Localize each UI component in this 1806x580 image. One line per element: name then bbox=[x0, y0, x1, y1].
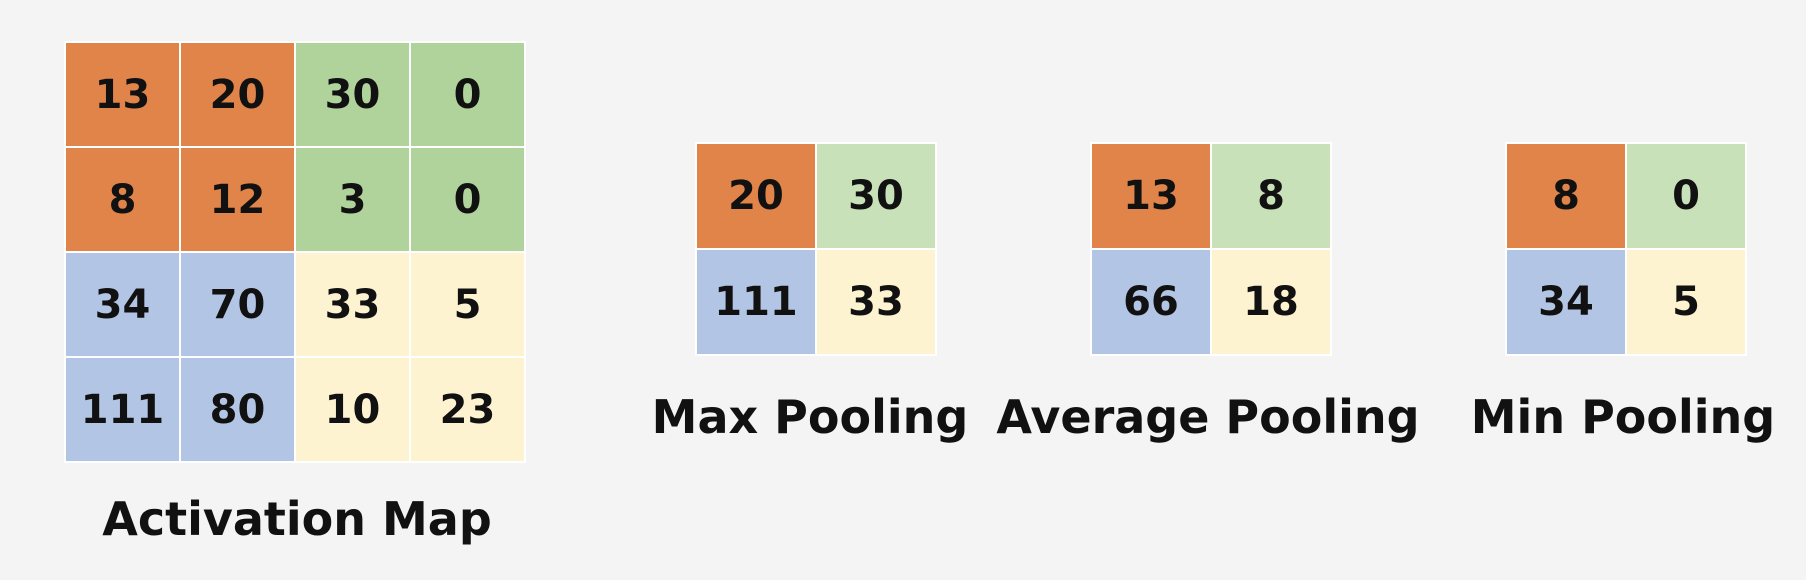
max-pooling-grid: 20 30 111 33 bbox=[695, 142, 937, 356]
activation-map-caption: Activation Map bbox=[102, 492, 492, 546]
grid-cell: 12 bbox=[181, 148, 294, 251]
grid-cell: 5 bbox=[1627, 250, 1745, 354]
grid-cell: 20 bbox=[697, 144, 815, 248]
grid-cell: 23 bbox=[411, 358, 524, 461]
grid-cell: 34 bbox=[66, 253, 179, 356]
grid-cell: 8 bbox=[1212, 144, 1330, 248]
grid-cell: 33 bbox=[296, 253, 409, 356]
grid-cell: 5 bbox=[411, 253, 524, 356]
max-pooling-caption: Max Pooling bbox=[651, 390, 969, 444]
grid-cell: 80 bbox=[181, 358, 294, 461]
grid-cell: 18 bbox=[1212, 250, 1330, 354]
activation-map-grid: 13 20 30 0 8 12 3 0 34 70 33 5 111 80 10 23 bbox=[64, 41, 526, 463]
grid-cell: 0 bbox=[411, 43, 524, 146]
min-pooling-grid: 8 0 34 5 bbox=[1505, 142, 1747, 356]
grid-cell: 13 bbox=[1092, 144, 1210, 248]
grid-cell: 10 bbox=[296, 358, 409, 461]
grid-cell: 13 bbox=[66, 43, 179, 146]
grid-cell: 3 bbox=[296, 148, 409, 251]
grid-cell: 33 bbox=[817, 250, 935, 354]
grid-cell: 0 bbox=[411, 148, 524, 251]
min-pooling-caption: Min Pooling bbox=[1470, 390, 1776, 444]
grid-cell: 34 bbox=[1507, 250, 1625, 354]
grid-cell: 8 bbox=[66, 148, 179, 251]
average-pooling-grid: 13 8 66 18 bbox=[1090, 142, 1332, 356]
grid-cell: 70 bbox=[181, 253, 294, 356]
grid-cell: 20 bbox=[181, 43, 294, 146]
grid-cell: 30 bbox=[817, 144, 935, 248]
grid-cell: 66 bbox=[1092, 250, 1210, 354]
grid-cell: 8 bbox=[1507, 144, 1625, 248]
grid-cell: 30 bbox=[296, 43, 409, 146]
grid-cell: 0 bbox=[1627, 144, 1745, 248]
grid-cell: 111 bbox=[697, 250, 815, 354]
average-pooling-caption: Average Pooling bbox=[996, 390, 1420, 444]
grid-cell: 111 bbox=[66, 358, 179, 461]
